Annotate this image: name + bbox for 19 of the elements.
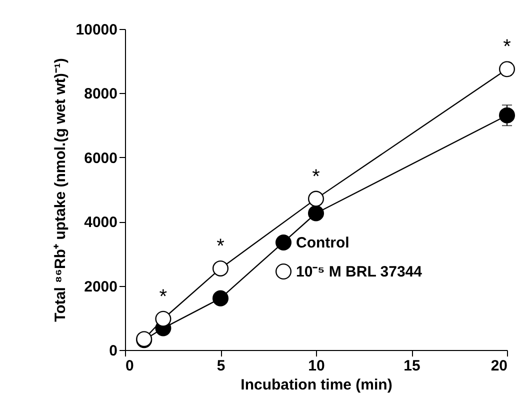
x-tick-label: 10 — [308, 358, 325, 374]
legend-label: 10⁻⁵ M BRL 37344 — [296, 264, 423, 280]
x-tick-label: 5 — [216, 358, 226, 374]
annotation: * — [159, 286, 168, 308]
annotation: * — [312, 166, 320, 188]
y-tick-label: 0 — [109, 342, 118, 360]
annotation: * — [216, 235, 225, 258]
x-tick-label: 0 — [126, 358, 134, 374]
x-tick-label: 15 — [404, 358, 420, 374]
y-tick-label: 6000 — [84, 150, 118, 167]
annotation: * — [503, 36, 512, 58]
x-tick-label: 20 — [490, 358, 508, 374]
y-axis-title: Total ⁸⁶Rb⁺ uptake (nmol.(g wet wt)⁻¹) — [52, 58, 69, 322]
x-axis-title: Incubation time (min) — [240, 376, 392, 394]
y-tick-label: 4000 — [84, 214, 118, 232]
y-tick-label: 2000 — [84, 278, 118, 296]
y-tick-label: 8000 — [84, 86, 118, 103]
legend-label: Control — [296, 234, 350, 252]
y-tick-label: 10000 — [76, 22, 118, 38]
